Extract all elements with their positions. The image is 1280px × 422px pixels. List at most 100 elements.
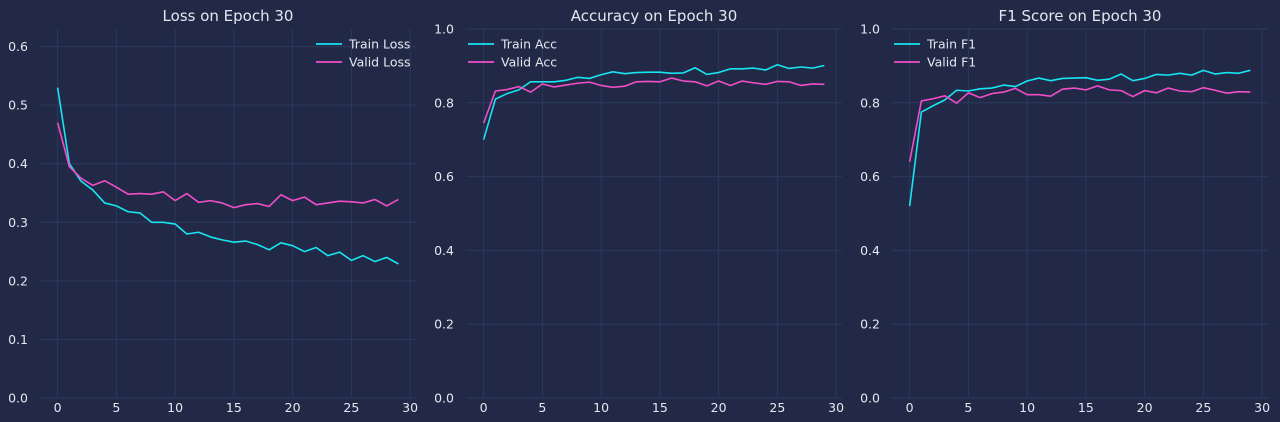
- train-acc-point: [576, 76, 578, 78]
- valid-loss-point: [385, 205, 387, 207]
- valid-loss-point: [374, 198, 376, 200]
- accuracy-x-tick-label: 5: [538, 400, 546, 415]
- valid-f1-point: [1155, 92, 1157, 94]
- train-loss-point: [56, 86, 58, 88]
- valid-f1-point: [1249, 91, 1251, 93]
- valid-acc-point: [694, 81, 696, 83]
- valid-f1-point: [1096, 85, 1098, 87]
- loss-y-tick-label: 0.3: [8, 215, 28, 230]
- train-acc-point: [541, 81, 543, 83]
- valid-acc-point: [753, 82, 755, 84]
- valid-f1-point: [979, 96, 981, 98]
- train-f1-point: [1085, 77, 1087, 79]
- train-loss-point: [162, 221, 164, 223]
- accuracy-y-tick-label: 0.6: [434, 169, 454, 184]
- valid-f1-point: [991, 92, 993, 94]
- train-f1-point: [1108, 78, 1110, 80]
- valid-acc-point: [823, 83, 825, 85]
- train-acc-point: [670, 72, 672, 74]
- valid-f1-point: [908, 161, 910, 163]
- train-acc-point: [811, 67, 813, 69]
- train-acc-point: [612, 71, 614, 73]
- valid-acc-point: [576, 82, 578, 84]
- valid-loss-point: [327, 202, 329, 204]
- f1-x-tick-label: 15: [1078, 400, 1094, 415]
- f1-y-tick-label: 0.2: [860, 317, 880, 332]
- f1-x-tick-label: 30: [1254, 400, 1270, 415]
- valid-acc-point: [600, 84, 602, 86]
- valid-loss-point: [268, 205, 270, 207]
- legend-label: Valid Acc: [501, 55, 557, 70]
- valid-loss-point: [315, 204, 317, 206]
- train-f1-point: [1038, 77, 1040, 79]
- train-f1-point: [1049, 79, 1051, 81]
- f1-x-tick-label: 0: [906, 400, 914, 415]
- valid-f1-point: [1179, 90, 1181, 92]
- valid-f1-point: [1108, 89, 1110, 91]
- train-acc-point: [565, 79, 567, 81]
- train-f1-line: [908, 69, 1251, 207]
- train-f1-point: [908, 205, 910, 207]
- train-loss-point: [256, 243, 258, 245]
- valid-acc-point: [647, 80, 649, 82]
- f1-y-tick-label: 0.8: [860, 95, 880, 110]
- valid-f1-point: [1214, 89, 1216, 91]
- train-f1-point: [920, 111, 922, 113]
- train-loss-point: [186, 233, 188, 235]
- valid-acc-point: [553, 86, 555, 88]
- valid-loss-point: [362, 202, 364, 204]
- train-acc-point: [600, 74, 602, 76]
- accuracy-y-tick-label: 0.0: [434, 391, 454, 406]
- train-acc-point: [776, 64, 778, 66]
- valid-f1-point: [1073, 87, 1075, 89]
- valid-acc-point: [506, 88, 508, 90]
- train-loss-line: [56, 87, 399, 265]
- train-f1-point: [1132, 79, 1134, 81]
- train-loss-point: [244, 240, 246, 242]
- train-loss-point: [327, 254, 329, 256]
- f1-y-tick-label: 0.6: [860, 169, 880, 184]
- legend-label: Valid Loss: [349, 55, 411, 70]
- valid-acc-point: [800, 84, 802, 86]
- train-f1-point: [1155, 73, 1157, 75]
- valid-f1-point: [1002, 91, 1004, 93]
- valid-f1-point: [1014, 87, 1016, 89]
- valid-acc-point: [741, 80, 743, 82]
- train-loss-point: [280, 242, 282, 244]
- train-loss-point: [385, 256, 387, 258]
- train-f1-point: [944, 99, 946, 101]
- train-loss-point: [174, 223, 176, 225]
- train-f1-point: [1061, 77, 1063, 79]
- train-acc-point: [741, 68, 743, 70]
- valid-acc-point: [482, 122, 484, 124]
- valid-loss-point: [127, 193, 129, 195]
- train-f1-point: [991, 87, 993, 89]
- valid-acc-point: [788, 81, 790, 83]
- accuracy-x-tick-label: 10: [593, 400, 609, 415]
- train-acc-point: [518, 89, 520, 91]
- valid-loss-point: [233, 206, 235, 208]
- accuracy-y-tick-label: 0.2: [434, 317, 454, 332]
- train-f1-point: [1096, 79, 1098, 81]
- loss-y-tick-label: 0.2: [8, 273, 28, 288]
- valid-f1-point: [1085, 89, 1087, 91]
- train-loss-point: [315, 246, 317, 248]
- valid-f1-point: [1143, 89, 1145, 91]
- accuracy-chart-title: Accuracy on Epoch 30: [571, 7, 738, 25]
- train-f1-point: [1249, 69, 1251, 71]
- legend-label: Train F1: [926, 37, 976, 52]
- train-acc-point: [706, 73, 708, 75]
- train-f1-point: [1179, 72, 1181, 74]
- loss-y-tick-label: 0.4: [8, 156, 28, 171]
- accuracy-x-tick-label: 15: [652, 400, 668, 415]
- loss-y-tick-label: 0.5: [8, 98, 28, 113]
- valid-loss-point: [244, 204, 246, 206]
- loss-x-tick-label: 15: [226, 400, 242, 415]
- train-loss-point: [303, 250, 305, 252]
- train-acc-point: [729, 68, 731, 70]
- f1-chart-panel: F1 Score on Epoch 30 0 5 10 15 20 25 30 0.0 0.2 0.…: [860, 7, 1270, 415]
- valid-loss-point: [197, 201, 199, 203]
- valid-f1-point: [955, 102, 957, 104]
- train-f1-point: [955, 89, 957, 91]
